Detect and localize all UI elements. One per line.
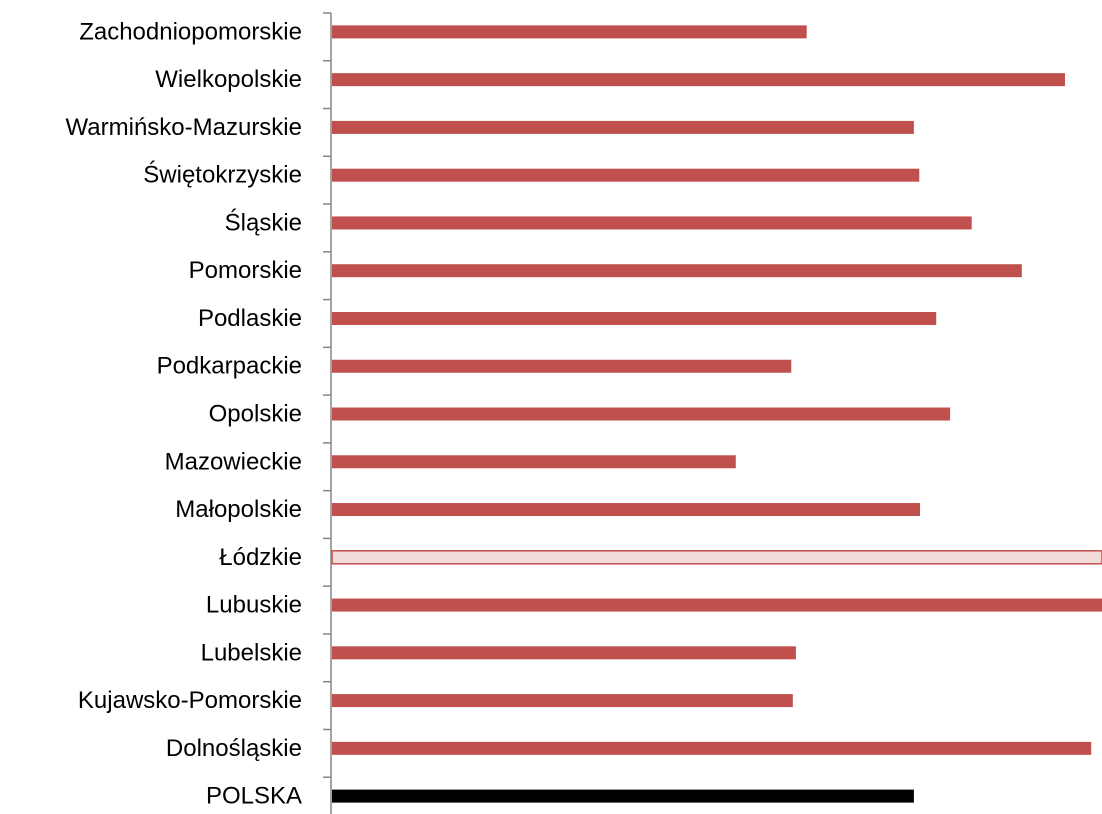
bar-9 xyxy=(332,455,736,469)
category-label-13: Lubelskie xyxy=(201,639,302,666)
bar-14 xyxy=(332,694,793,708)
bars-group xyxy=(331,25,1102,803)
category-labels-group: Zachodniopomorskie Wielkopolskie Warmińsko… xyxy=(66,18,302,809)
bar-12 xyxy=(332,598,1102,612)
category-label-12: Lubuskie xyxy=(206,592,302,619)
category-label-2: Warmińsko-Mazurskie xyxy=(66,114,302,141)
bar-7 xyxy=(332,359,792,373)
category-label-10: Małopolskie xyxy=(175,496,302,523)
category-label-11: Łódzkie xyxy=(219,544,302,571)
category-label-15: Dolnośląskie xyxy=(166,735,302,762)
bar-16 xyxy=(332,789,914,803)
bar-3 xyxy=(332,168,920,182)
category-label-9: Mazowieckie xyxy=(165,448,302,475)
category-label-14: Kujawsko-Pomorskie xyxy=(78,687,302,714)
category-axis xyxy=(323,12,332,814)
bar-6 xyxy=(332,311,937,325)
category-label-6: Podlaskie xyxy=(198,305,302,332)
category-label-1: Wielkopolskie xyxy=(155,66,302,93)
bar-5 xyxy=(332,264,1022,278)
bar-0 xyxy=(332,25,807,39)
bar-10 xyxy=(332,503,921,517)
category-label-3: Świętokrzyskie xyxy=(143,161,302,189)
category-label-0: Zachodniopomorskie xyxy=(79,18,302,45)
category-label-16: POLSKA xyxy=(206,783,302,810)
bar-13 xyxy=(332,646,796,660)
category-label-7: Podkarpackie xyxy=(157,353,302,380)
bar-15 xyxy=(332,741,1092,755)
category-label-4: Śląskie xyxy=(225,208,302,236)
bar-1 xyxy=(332,73,1065,87)
bar-4 xyxy=(332,216,972,230)
category-label-5: Pomorskie xyxy=(189,257,302,284)
bar-11 xyxy=(331,550,1102,565)
bar-8 xyxy=(332,407,951,421)
bar-2 xyxy=(332,120,914,134)
category-label-8: Opolskie xyxy=(209,401,302,428)
